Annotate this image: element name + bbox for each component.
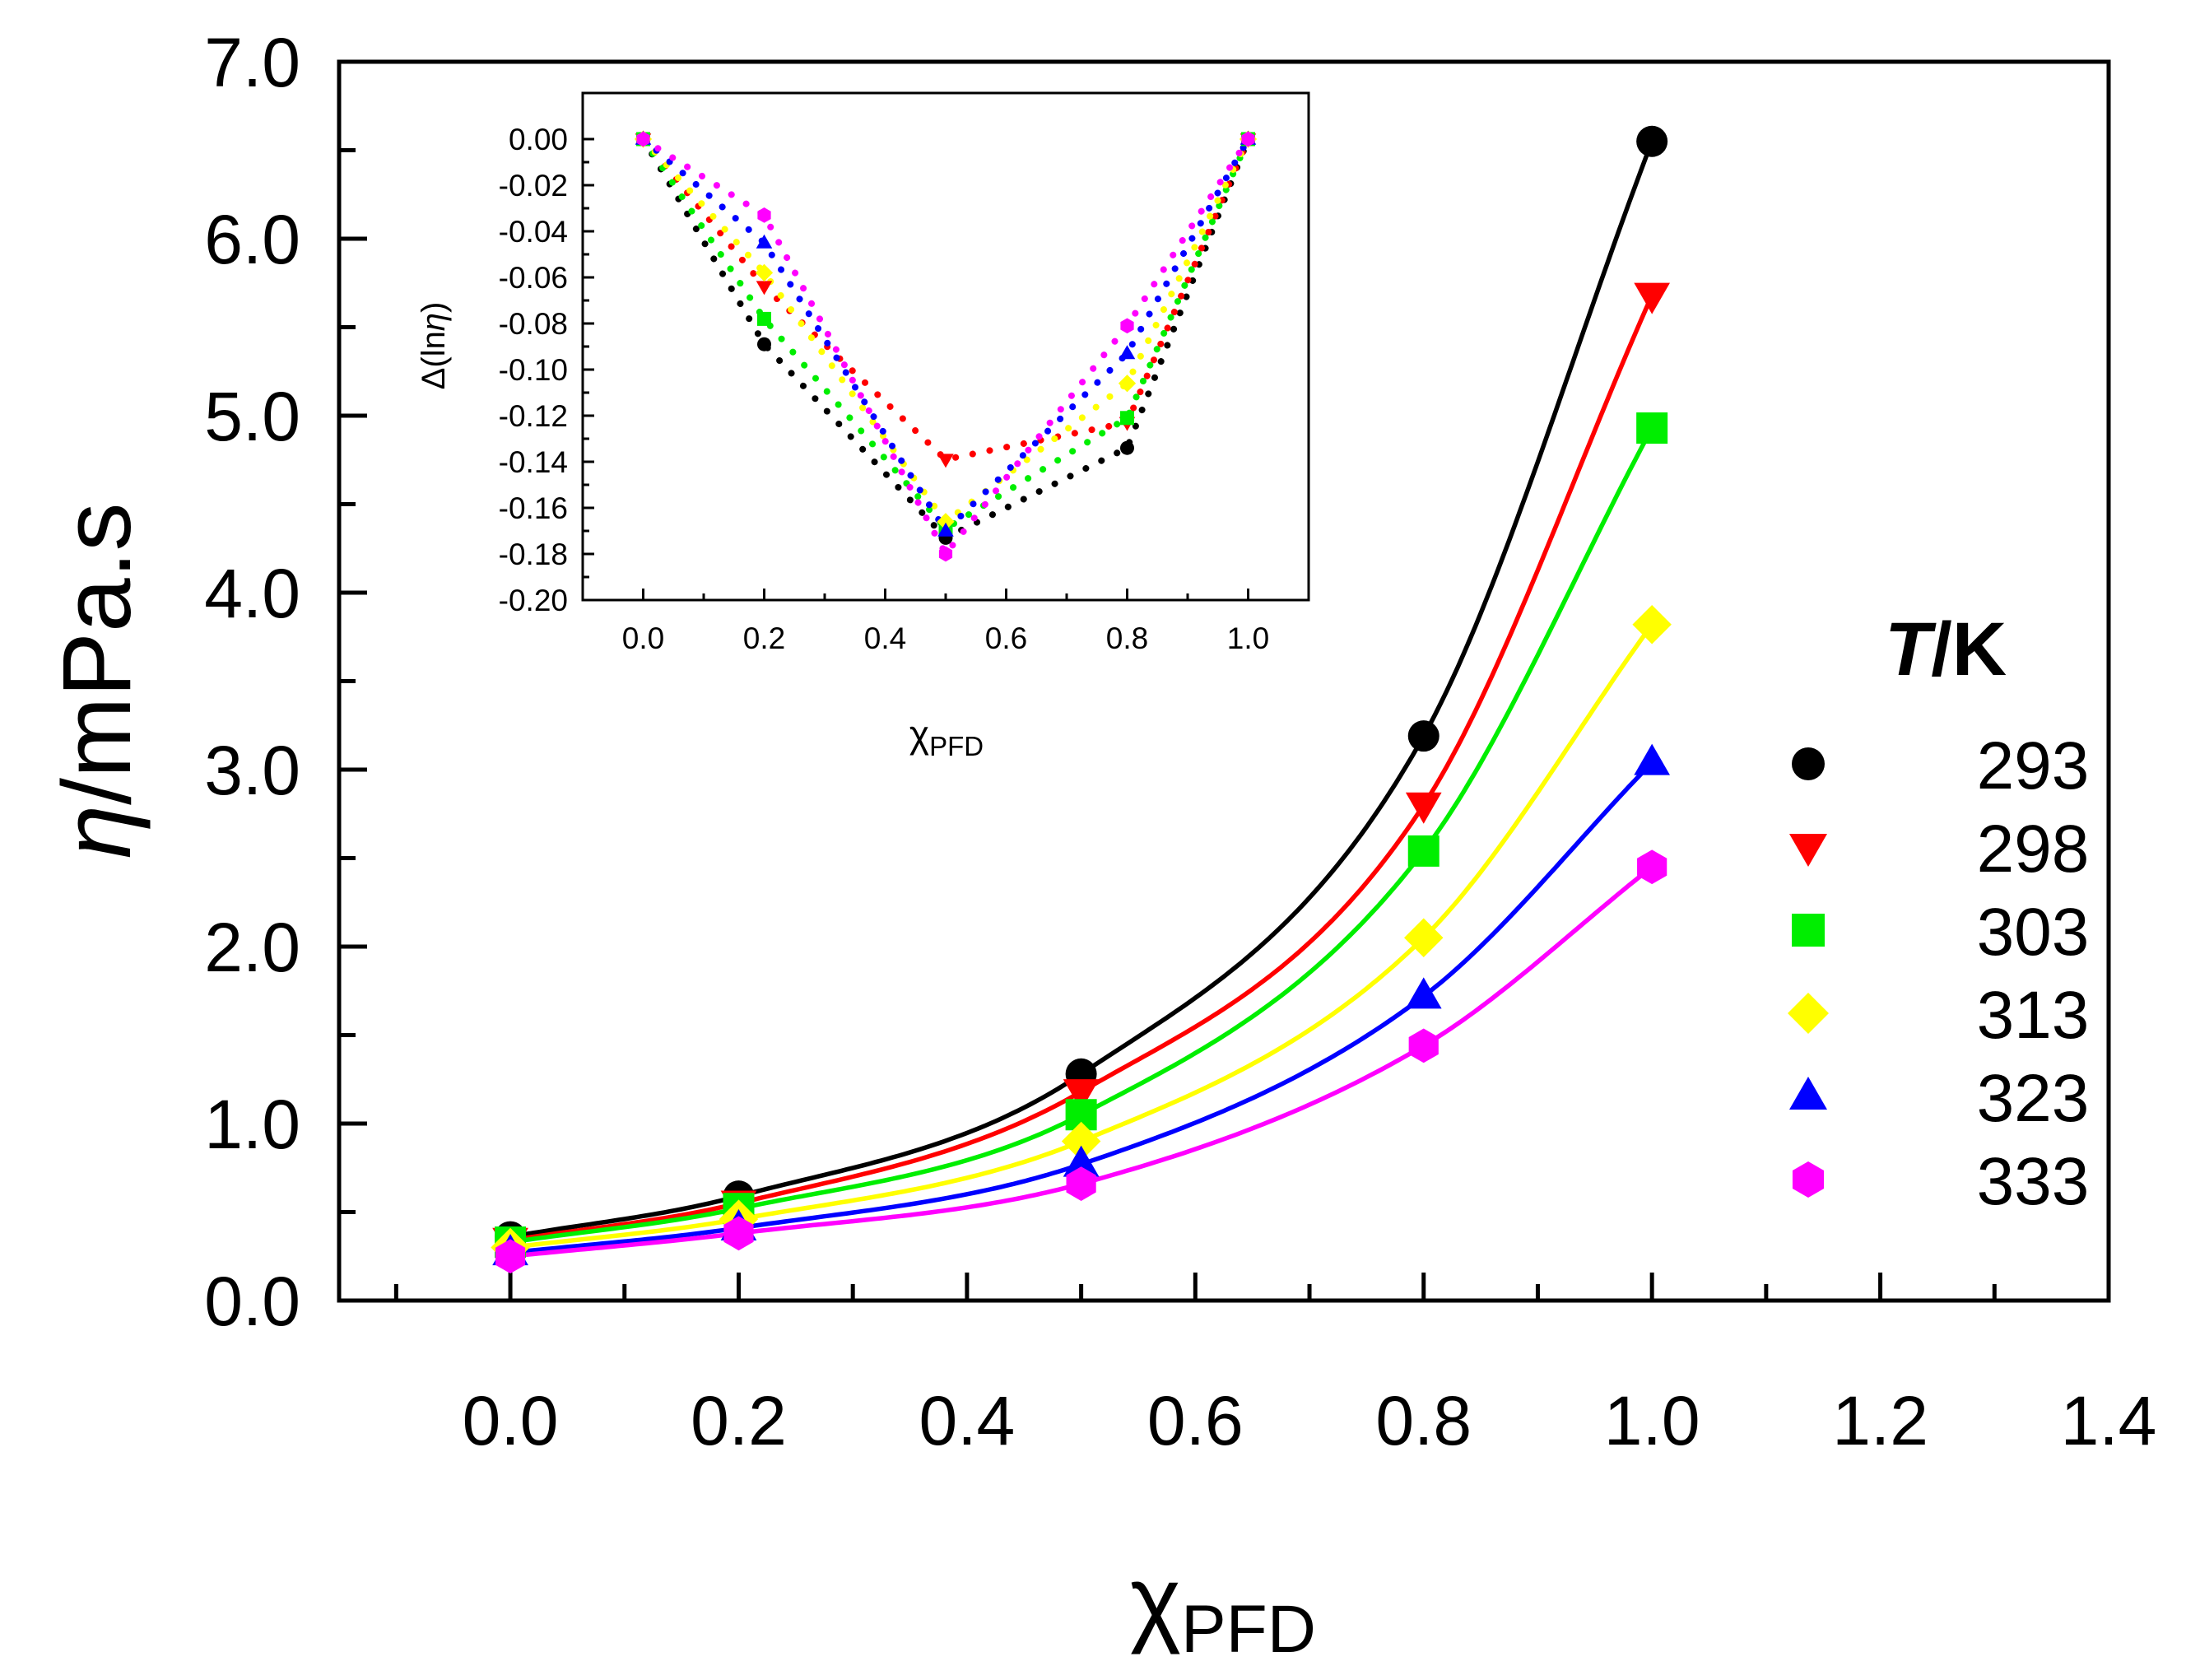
legend-label-298: 298 <box>1977 812 2090 887</box>
legend-label-303: 303 <box>1977 895 2090 970</box>
y-tick-label: 4.0 <box>204 555 300 632</box>
x-tick-label: 1.0 <box>1604 1382 1700 1459</box>
data-point-313 <box>1632 604 1672 645</box>
inset-data-point-333 <box>938 546 953 562</box>
inset-data-point-313 <box>937 513 955 531</box>
legend-marker-303 <box>1792 914 1825 947</box>
data-point-298 <box>1634 282 1671 314</box>
inset-data-point-323 <box>937 522 954 537</box>
inset-y-tick-label: -0.08 <box>499 307 568 341</box>
x-axis-label: χPFD <box>1130 1547 1316 1667</box>
data-point-333 <box>1066 1166 1096 1201</box>
inset-x-tick-label: 0.0 <box>622 621 664 655</box>
x-tick-label: 0.4 <box>919 1382 1016 1459</box>
inset-data-point-333 <box>1120 318 1134 334</box>
inset-y-tick-label: -0.10 <box>499 353 568 387</box>
inset-x-tick-label: 1.0 <box>1227 621 1269 655</box>
data-point-313 <box>1403 918 1444 957</box>
inset-y-tick-label: -0.02 <box>499 169 568 202</box>
inset-y-tick-label: -0.04 <box>499 215 568 249</box>
x-tick-label: 0.8 <box>1375 1382 1472 1459</box>
y-tick-label: 1.0 <box>204 1086 300 1163</box>
inset-y-tick-label: -0.18 <box>499 538 568 571</box>
data-point-298 <box>1063 1079 1100 1111</box>
data-point-313 <box>1061 1121 1101 1161</box>
data-point-333 <box>495 1239 526 1274</box>
legend: T/K 293 298 303 313 323 333 <box>1788 607 2089 1219</box>
y-tick-label: 5.0 <box>204 378 300 455</box>
x-tick-label: 0.0 <box>463 1382 559 1459</box>
x-tick-label: 1.4 <box>2061 1382 2157 1459</box>
data-point-293 <box>1407 720 1440 752</box>
y-tick-label: 6.0 <box>204 201 300 278</box>
legend-marker-298 <box>1789 834 1827 867</box>
data-point-293 <box>1636 125 1668 157</box>
x-tick-label: 1.2 <box>1832 1382 1928 1459</box>
y-tick-label: 7.0 <box>204 24 300 101</box>
legend-marker-333 <box>1792 1161 1825 1198</box>
data-point-298 <box>1405 792 1442 824</box>
inset-data-point-323 <box>756 234 773 249</box>
inset-x-tick-label: 0.6 <box>985 621 1027 655</box>
data-point-323 <box>1063 1145 1100 1177</box>
inset-plot: 0.0 0.2 0.4 0.6 0.8 1.0 0.00 -0.02 -0.04 -0.06 -0.… <box>416 91 1310 761</box>
inset-data-point-303 <box>1120 411 1134 426</box>
inset-x-tick-label: 0.4 <box>864 621 906 655</box>
inset-y-axis-label: Δ(lnη) <box>416 302 452 390</box>
legend-marker-293 <box>1792 747 1825 780</box>
inset-x-tick-label: 0.8 <box>1106 621 1148 655</box>
y-tick-label: 2.0 <box>204 909 300 986</box>
y-tick-label: 3.0 <box>204 732 300 809</box>
legend-marker-313 <box>1788 993 1829 1034</box>
data-point-303 <box>1636 412 1668 444</box>
inset-y-tick-label: -0.14 <box>499 445 568 479</box>
data-point-333 <box>1408 1028 1439 1063</box>
main-plot: 0.0 0.2 0.4 0.6 0.8 1.0 1.2 1.4 0.0 1.0 2.0 3.0 4.0 5… <box>43 24 2156 1667</box>
inset-data-point-313 <box>1118 375 1137 393</box>
legend-label-313: 313 <box>1977 978 2090 1053</box>
inset-y-tick-label: -0.06 <box>499 261 568 295</box>
legend-label-333: 333 <box>1977 1144 2090 1219</box>
data-point-303 <box>1407 835 1440 867</box>
inset-x-tick-label: 0.2 <box>743 621 785 655</box>
inset-data-point-293 <box>757 337 771 351</box>
y-tick-label: 0.0 <box>204 1263 300 1340</box>
inset-data-point-303 <box>757 311 771 326</box>
inset-x-axis-label: χPFD <box>909 713 984 761</box>
legend-title: T/K <box>1885 607 2007 691</box>
inset-data-point-323 <box>1119 345 1136 360</box>
inset-y-tick-label: -0.12 <box>499 399 568 433</box>
inset-y-tick-label: 0.00 <box>509 123 568 156</box>
inset-dotted-line-323 <box>640 136 1252 537</box>
data-point-323 <box>1634 743 1671 775</box>
data-point-333 <box>1637 849 1667 885</box>
inset-data-point-298 <box>756 281 773 296</box>
inset-data-point-333 <box>757 207 771 223</box>
y-axis-label: η/mPa.s <box>43 503 151 859</box>
legend-label-323: 323 <box>1977 1061 2090 1136</box>
inset-data-point-333 <box>636 131 650 147</box>
data-point-333 <box>723 1216 754 1251</box>
inset-data-point-298 <box>937 454 954 468</box>
inset-data-point-293 <box>1120 440 1134 455</box>
inset-data-point-313 <box>755 263 774 282</box>
inset-y-tick-label: -0.16 <box>499 491 568 525</box>
inset-y-tick-label: -0.20 <box>499 584 568 617</box>
x-tick-label: 0.6 <box>1147 1382 1244 1459</box>
inset-data-point-333 <box>1241 131 1255 147</box>
x-tick-label: 0.2 <box>691 1382 787 1459</box>
legend-label-293: 293 <box>1977 728 2090 803</box>
inset-dotted-line-298 <box>640 136 1252 463</box>
data-point-323 <box>1405 977 1442 1009</box>
legend-marker-323 <box>1789 1077 1827 1110</box>
